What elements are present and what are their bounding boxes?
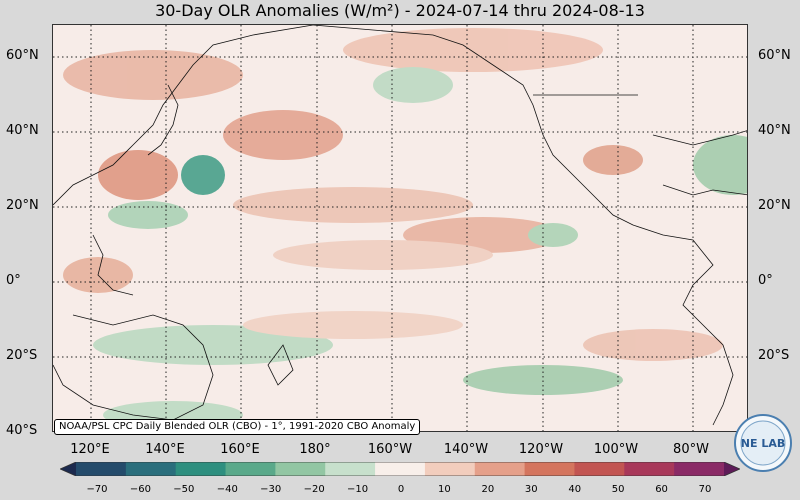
colorbar-segment	[524, 462, 575, 476]
colorbar-tick-label: −50	[173, 484, 195, 495]
anomaly-field	[63, 28, 747, 429]
olr-anomaly-map	[52, 24, 748, 432]
lat-label-left-20s: 20°S	[6, 348, 38, 363]
colorbar-tick-label: 50	[611, 484, 625, 495]
lat-label-right-60n: 60°N	[758, 48, 791, 63]
graticule	[53, 25, 747, 431]
colorbar-segment	[76, 462, 127, 476]
lat-label-left-40n: 40°N	[6, 123, 39, 138]
colorbar-min-tip	[60, 462, 76, 476]
colorbar-segment	[325, 462, 376, 476]
data-credit: NOAA/PSL CPC Daily Blended OLR (CBO) - 1…	[54, 419, 421, 435]
colorbar-tick-label: 70	[698, 484, 712, 495]
colorbar-segment	[125, 462, 177, 476]
colorbar-tick-label: 10	[438, 484, 451, 495]
noaa-psl-logo-icon: NE LAB	[734, 414, 792, 472]
colorbar-tick-label: 0	[397, 484, 405, 495]
map-title: 30-Day OLR Anomalies (W/m²) - 2024-07-14…	[155, 1, 645, 20]
lon-label-100w: 100°W	[593, 442, 639, 457]
colorbar-tick-label: −40	[216, 484, 238, 495]
lat-label-right-eq: 0°	[758, 273, 773, 288]
colorbar-tick-label: −10	[347, 484, 369, 495]
lon-label-120e: 120°E	[70, 442, 110, 457]
colorbar-segment	[624, 462, 675, 476]
lat-label-right-20s: 20°S	[758, 348, 790, 363]
colorbar-segment	[275, 462, 326, 476]
logo-text: NE LAB	[741, 437, 785, 450]
lon-label-80w: 80°W	[673, 442, 709, 457]
colorbar-segment	[175, 462, 227, 476]
lon-label-180: 180°	[299, 442, 331, 457]
lon-label-140e: 140°E	[145, 442, 185, 457]
colorbar-segment	[225, 462, 276, 476]
lat-label-right-20n: 20°N	[758, 198, 791, 213]
colorbar-segment	[674, 462, 725, 476]
colorbar-tick-label: 60	[655, 484, 668, 495]
colorbar-segment	[375, 462, 426, 476]
lon-label-160e: 160°E	[220, 442, 260, 457]
lat-label-left-20n: 20°N	[6, 198, 39, 213]
colorbar-tick-label: −30	[260, 484, 282, 495]
colorbar-tick-label: −60	[129, 484, 151, 495]
lat-label-right-40n: 40°N	[758, 123, 791, 138]
lon-label-120w: 120°W	[518, 442, 564, 457]
colorbar	[60, 462, 740, 476]
colorbar-tick-label: 20	[481, 484, 495, 495]
colorbar-tick-label: 30	[524, 484, 538, 495]
lon-label-140w: 140°W	[443, 442, 489, 457]
colorbar-segment	[474, 462, 526, 476]
colorbar-tick-label: 40	[568, 484, 582, 495]
lat-label-left-60n: 60°N	[6, 48, 39, 63]
lat-label-left-eq: 0°	[6, 273, 21, 288]
colorbar-tick-label: −70	[86, 484, 108, 495]
lat-label-left-40s: 40°S	[6, 423, 38, 438]
coastlines	[53, 25, 747, 426]
lon-label-160w: 160°W	[367, 442, 413, 457]
colorbar-tick-label: −20	[303, 484, 325, 495]
colorbar-max-tip	[724, 462, 740, 476]
colorbar-segment	[574, 462, 625, 476]
colorbar-segment	[424, 462, 476, 476]
